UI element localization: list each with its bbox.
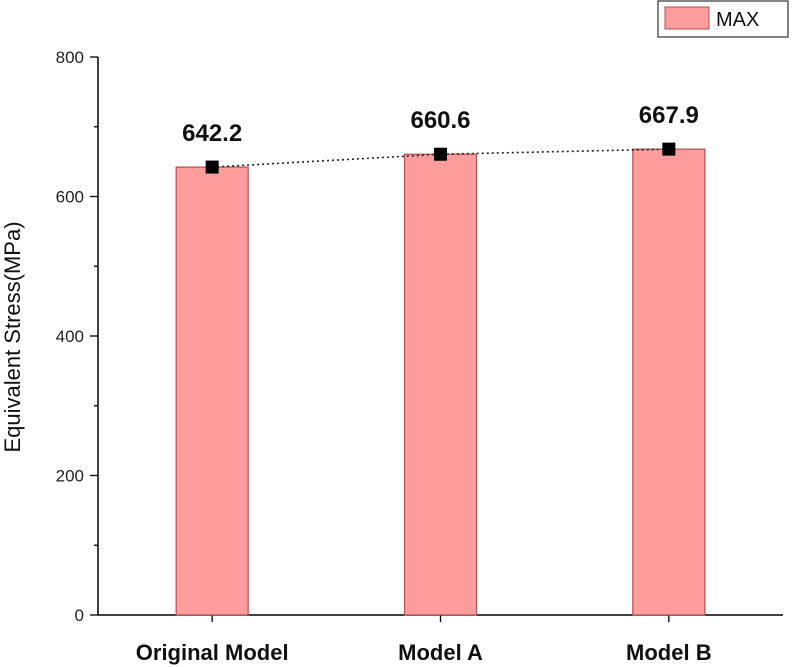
x-tick-label: Model A — [398, 640, 483, 665]
y-tick-label: 0 — [75, 606, 84, 625]
data-label: 667.9 — [639, 102, 699, 129]
trend-line-path — [212, 148, 669, 168]
legend: MAX — [657, 0, 789, 38]
y-tick-label: 200 — [56, 467, 84, 486]
data-label: 642.2 — [182, 120, 242, 147]
y-tick-label: 600 — [56, 188, 84, 207]
legend-label: MAX — [716, 9, 759, 31]
data-labels: 642.2 660.6 667.9 — [182, 102, 699, 147]
y-tick-label: 400 — [56, 327, 84, 346]
data-point-marker — [662, 142, 676, 156]
legend-swatch — [664, 6, 710, 30]
bars — [175, 148, 706, 616]
bar — [632, 148, 706, 616]
data-point-marker — [434, 147, 447, 161]
y-axis-title: Equivalent Stress(MPa) — [0, 221, 25, 452]
x-tick-label: Model B — [626, 640, 712, 665]
y-axis-labels: 0 200 400 600 800 — [56, 48, 84, 625]
data-point-marker — [205, 160, 219, 174]
data-label: 660.6 — [410, 107, 470, 134]
y-tick-label: 800 — [56, 48, 84, 67]
bar — [403, 153, 478, 616]
trend-line — [205, 142, 676, 174]
x-axis-labels: Original Model Model A Model B — [136, 640, 712, 665]
bar — [175, 166, 249, 616]
x-tick-label: Original Model — [136, 640, 289, 665]
